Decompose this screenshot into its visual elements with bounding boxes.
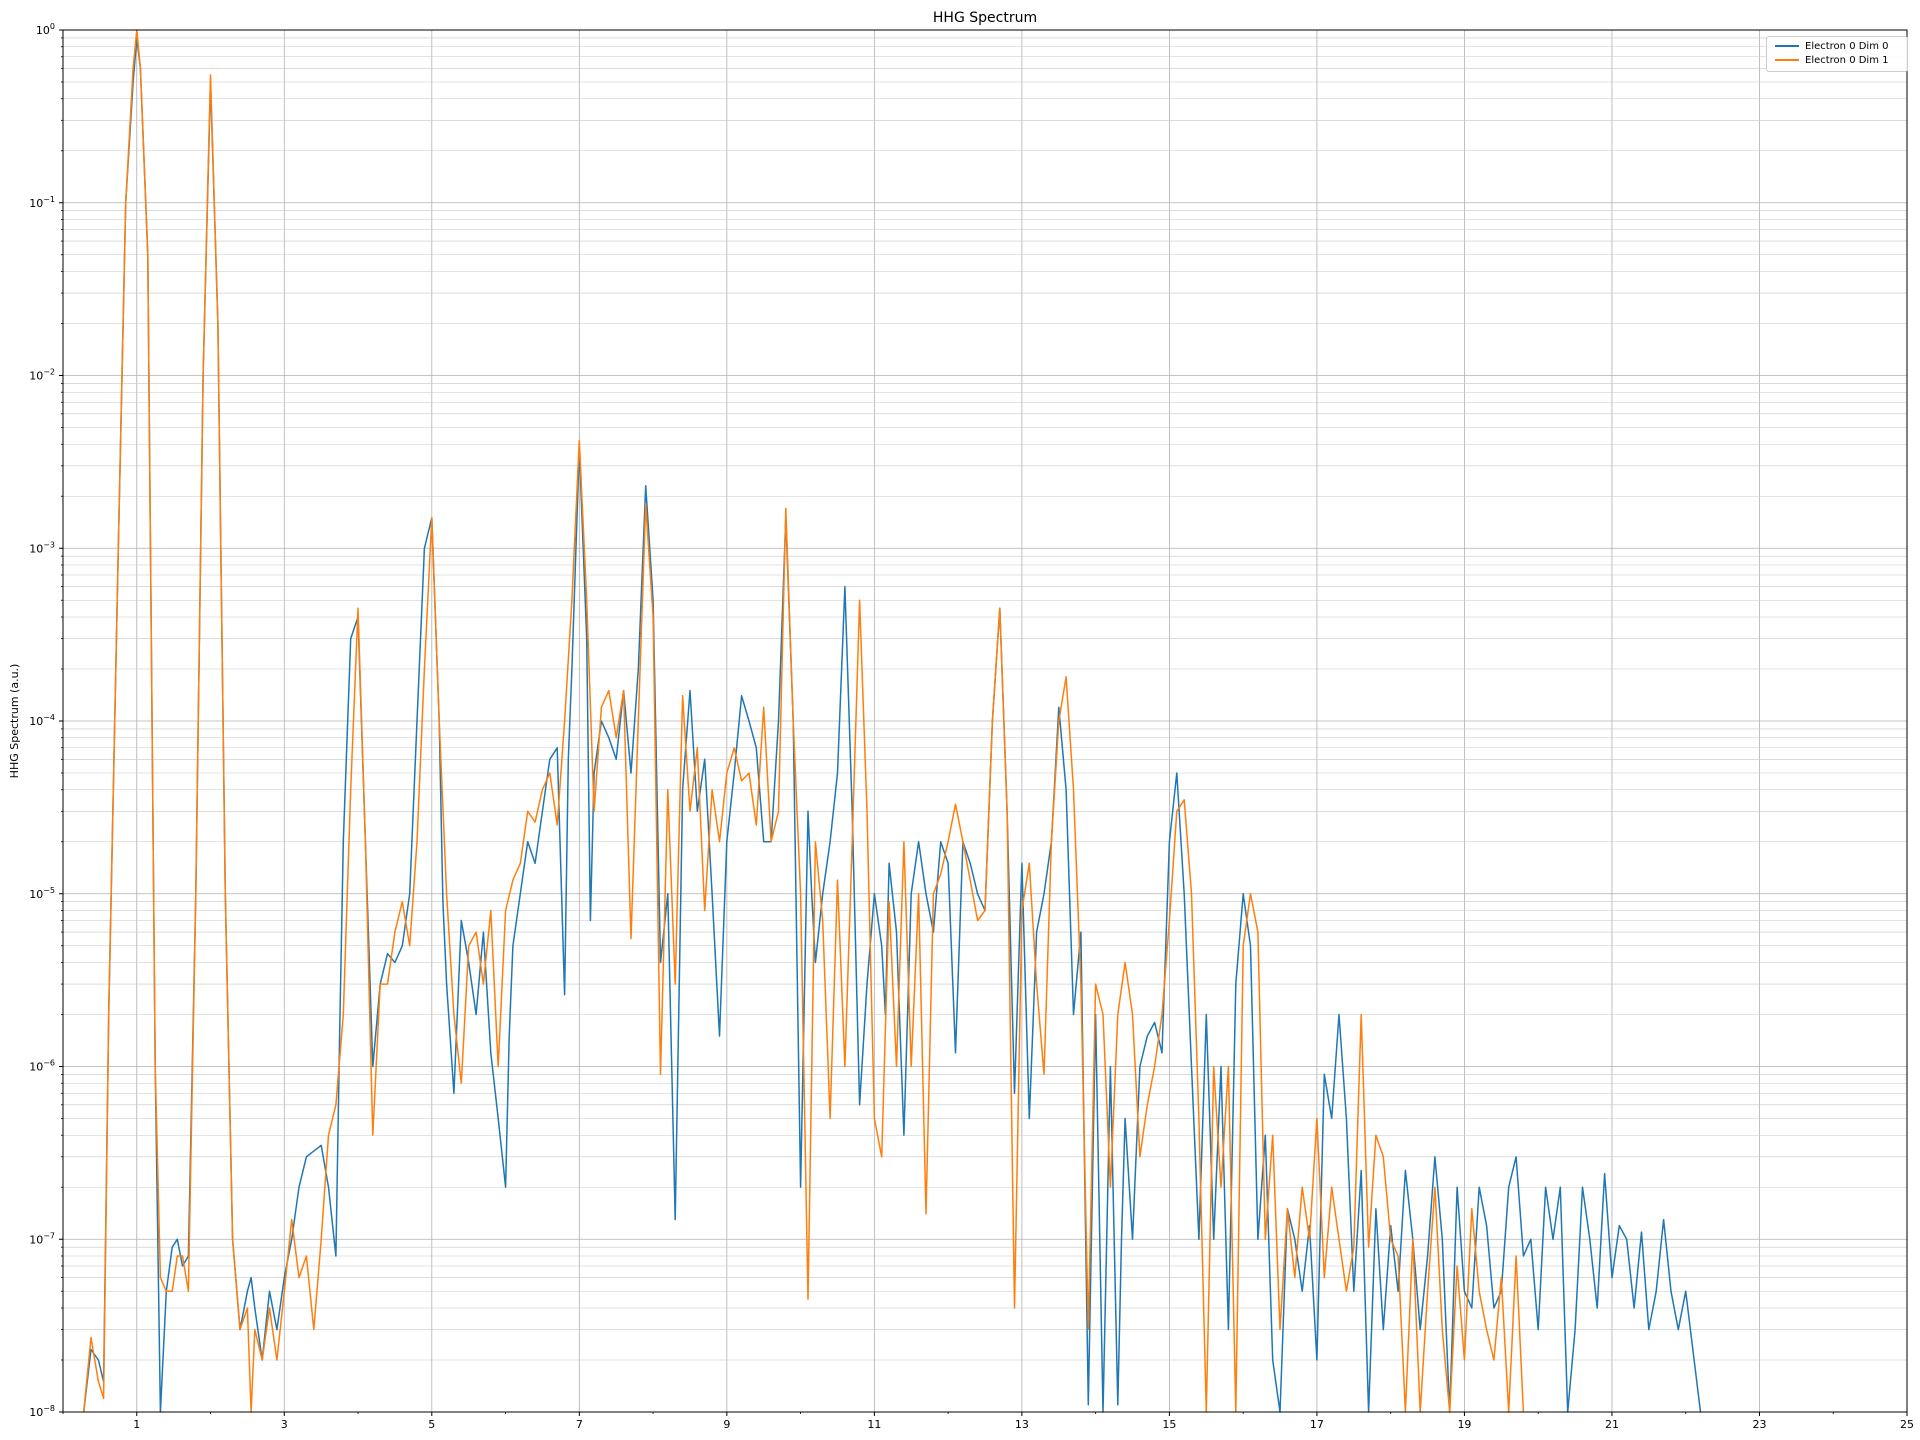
x-tick-label: 23 — [1752, 1418, 1766, 1431]
y-tick-mantissa: 10 — [29, 1406, 43, 1419]
y-axis-label: HHG Spectrum (a.u.) — [8, 664, 21, 779]
x-tick-label: 11 — [867, 1418, 881, 1431]
x-ticks: 1 3 5 7 9 11 13 15 17 19 21 23 25 — [63, 1412, 1914, 1431]
x-tick-label: 21 — [1605, 1418, 1619, 1431]
x-tick-label: 19 — [1457, 1418, 1471, 1431]
y-tick-mantissa: 10 — [29, 197, 43, 210]
legend: Electron 0 Dim 0 Electron 0 Dim 1 — [1766, 36, 1908, 72]
legend-label-dim1: Electron 0 Dim 1 — [1805, 55, 1889, 66]
y-tick-label: 10−1 — [29, 195, 55, 210]
y-tick-mantissa: 10 — [29, 888, 43, 901]
x-tick-label: 5 — [428, 1418, 435, 1431]
x-tick-label: 17 — [1310, 1418, 1324, 1431]
y-tick-label: 10−7 — [29, 1231, 55, 1246]
chart-title: HHG Spectrum — [933, 10, 1037, 26]
y-tick-exponent: −2 — [43, 368, 55, 377]
legend-swatch-dim0 — [1775, 45, 1799, 47]
y-tick-label: 10−5 — [29, 886, 55, 901]
x-tick-label: 3 — [281, 1418, 288, 1431]
y-tick-exponent: −1 — [43, 195, 55, 204]
y-tick-exponent: −4 — [43, 713, 55, 722]
x-tick-label: 15 — [1162, 1418, 1176, 1431]
y-tick-exponent: 0 — [50, 22, 55, 31]
y-tick-label: 10−4 — [29, 713, 55, 728]
y-tick-exponent: −3 — [43, 540, 55, 549]
y-tick-label: 10−8 — [29, 1404, 55, 1419]
x-tick-label: 1 — [133, 1418, 140, 1431]
legend-entry-dim0: Electron 0 Dim 0 — [1775, 41, 1889, 55]
y-tick-exponent: −6 — [43, 1059, 55, 1068]
legend-entry-dim1: Electron 0 Dim 1 — [1775, 55, 1889, 69]
y-tick-mantissa: 10 — [29, 715, 43, 728]
x-tick-label: 13 — [1015, 1418, 1029, 1431]
series-line-0 — [84, 38, 1701, 1412]
y-tick-mantissa: 10 — [29, 1061, 43, 1074]
x-tick-label: 7 — [576, 1418, 583, 1431]
y-tick-label: 100 — [36, 22, 55, 37]
y-tick-mantissa: 10 — [29, 1233, 43, 1246]
y-tick-label: 10−3 — [29, 540, 55, 555]
y-tick-mantissa: 10 — [36, 24, 50, 37]
y-tick-exponent: −5 — [43, 886, 55, 895]
x-tick-label: 25 — [1900, 1418, 1914, 1431]
y-tick-mantissa: 10 — [29, 370, 43, 383]
x-tick-label: 9 — [723, 1418, 730, 1431]
y-tick-exponent: −8 — [43, 1404, 55, 1413]
legend-swatch-dim1 — [1775, 59, 1799, 61]
y-tick-mantissa: 10 — [29, 542, 43, 555]
y-tick-exponent: −7 — [43, 1231, 55, 1240]
y-tick-label: 10−2 — [29, 368, 55, 383]
grid — [63, 30, 1907, 1412]
legend-label-dim0: Electron 0 Dim 0 — [1805, 41, 1889, 52]
y-tick-label: 10−6 — [29, 1059, 55, 1074]
